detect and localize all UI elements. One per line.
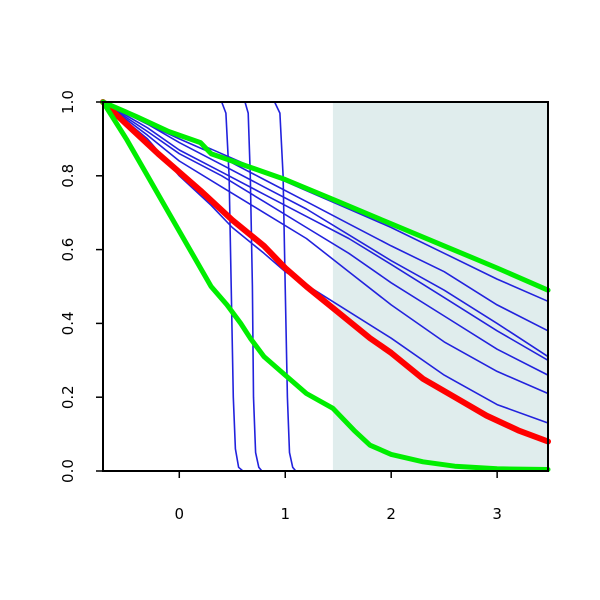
series-line-12	[100, 99, 551, 472]
x-tick-label: 1	[280, 505, 290, 523]
series-line-3	[102, 101, 549, 472]
series-line-7	[102, 101, 549, 362]
y-tick-label: 0.8	[59, 164, 77, 188]
plot-frame	[102, 101, 549, 472]
x-tick-label: 3	[492, 505, 502, 523]
y-tick-label: 0.4	[59, 311, 77, 335]
x-tick-label: 0	[175, 505, 185, 523]
y-tick-label: 0.2	[59, 385, 77, 409]
series-line-11	[100, 99, 551, 445]
x-tick-label: 2	[386, 505, 396, 523]
axes-layer: 0 1 2 3 0.0 0.2 0.4 0.6 0.8 1.0	[59, 90, 549, 523]
series-line-6	[102, 101, 549, 376]
series-layer	[100, 99, 551, 472]
series-line-8	[102, 101, 549, 358]
series-line-5	[102, 101, 549, 395]
series-line-13	[100, 99, 551, 293]
y-tick-label: 0.0	[59, 459, 77, 483]
y-tick-label: 0.6	[59, 238, 77, 262]
y-tick-label: 1.0	[59, 90, 77, 114]
series-line-1	[102, 101, 549, 472]
